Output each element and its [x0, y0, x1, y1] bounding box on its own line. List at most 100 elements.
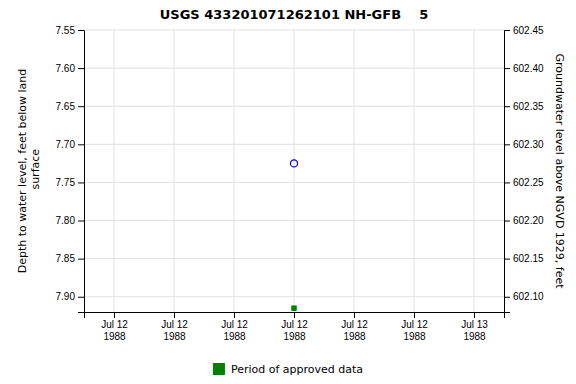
y2-tick: 602.25 [504, 177, 544, 188]
y-axis-title-line: Depth to water level, feet below land [16, 69, 29, 274]
grid-line-x [474, 30, 475, 312]
y-axis-line [78, 31, 85, 313]
y-tick: 7.75 [56, 177, 84, 188]
grid-line-y [84, 144, 504, 145]
y-tick-mark [78, 144, 84, 145]
y2-tick-mark [504, 221, 510, 222]
x-tick: Jul 121988 [281, 312, 308, 342]
x-axis: Jul 121988Jul 121988Jul 121988Jul 121988… [85, 312, 505, 342]
x-tick-label: Jul 121988 [401, 319, 428, 342]
x-axis-line [85, 313, 505, 319]
x-tick-mark [414, 312, 415, 318]
x-tick-label-line: 1988 [463, 331, 486, 342]
y-axis-title: Depth to water level, feet below land su… [16, 69, 42, 274]
y-tick-mark [78, 221, 84, 222]
x-tick-label: Jul 121988 [281, 319, 308, 342]
y2-tick-label: 602.35 [513, 101, 544, 112]
y-axis: 7.55 7.60 7.65 7.70 7.75 7.80 7.85 7.90 [56, 25, 85, 313]
x-tick-label: Jul 121988 [161, 319, 188, 342]
legend: Period of approved data [213, 363, 363, 376]
plot: Jul 121988Jul 121988Jul 121988Jul 121988… [16, 25, 566, 342]
y2-tick: 602.45 [504, 25, 544, 36]
x-tick-label: Jul 121988 [341, 319, 368, 342]
grid-line-y [84, 296, 504, 297]
legend-item: Period of approved data [213, 363, 363, 376]
y2-tick-mark [504, 182, 510, 183]
x-tick: Jul 121988 [341, 312, 368, 342]
x-tick-label: Jul 131988 [461, 319, 488, 342]
y2-tick: 602.15 [504, 253, 544, 264]
x-tick-label-line: Jul 12 [161, 319, 188, 330]
x-tick-mark [114, 312, 115, 318]
x-tick-label-line: Jul 12 [101, 319, 128, 330]
x-tick-label-line: 1988 [223, 331, 246, 342]
grid-line-x [354, 30, 355, 312]
y-tick-label: 7.75 [56, 177, 76, 188]
grid-line-x [414, 30, 415, 312]
x-tick-mark [354, 312, 355, 318]
x-tick-mark [234, 312, 235, 318]
x-tick-label: Jul 121988 [221, 319, 248, 342]
y-tick-mark [78, 182, 84, 183]
y-tick-label: 7.55 [56, 25, 76, 36]
grid-line-x [234, 30, 235, 312]
grid-line-x [174, 30, 175, 312]
x-tick-label-line: 1988 [103, 331, 126, 342]
legend-label: Period of approved data [231, 363, 363, 376]
x-tick-label-line: Jul 12 [221, 319, 248, 330]
point [291, 305, 296, 310]
y2-tick-label: 602.40 [513, 63, 544, 74]
y2-tick: 602.35 [504, 101, 544, 112]
y2-tick-mark [504, 297, 510, 298]
y-tick-label: 7.80 [56, 215, 76, 226]
y2-tick-label: 602.25 [513, 177, 544, 188]
y2-axis-title-line: Groundwater level above NGVD 1929, feet [553, 53, 566, 289]
grid-line-y [84, 30, 504, 31]
y-tick-label: 7.70 [56, 139, 76, 150]
y-tick-mark [78, 68, 84, 69]
x-tick: Jul 121988 [161, 312, 188, 342]
grid-line-y [84, 258, 504, 259]
x-tick-label-line: 1988 [403, 331, 426, 342]
y2-tick-label: 602.15 [513, 253, 544, 264]
x-tick-mark [174, 312, 175, 318]
y-tick: 7.80 [56, 215, 84, 226]
y2-tick-label: 602.20 [513, 215, 544, 226]
y-tick-mark [78, 297, 84, 298]
x-tick: Jul 121988 [401, 312, 428, 342]
y-tick-label: 7.60 [56, 63, 76, 74]
title: USGS 433201071262101 NH-GFB 5 [160, 7, 428, 22]
y2-axis: 602.45 602.40 602.35 602.30 602.25 602.20 602.… [504, 25, 544, 313]
y2-axis-line [505, 31, 511, 313]
x-tick-label: Jul 121988 [101, 319, 128, 342]
legend-swatch [213, 363, 225, 375]
grid-line-x [294, 30, 295, 312]
y2-tick: 602.10 [504, 291, 544, 302]
y-tick-label: 7.85 [56, 253, 76, 264]
y2-tick-mark [504, 68, 510, 69]
y2-tick: 602.30 [504, 139, 544, 150]
y-tick-label: 7.65 [56, 101, 76, 112]
grid [84, 30, 504, 312]
y-tick: 7.70 [56, 139, 84, 150]
x-tick-mark [294, 312, 295, 318]
x-tick: Jul 121988 [221, 312, 248, 342]
grid-line-x [114, 30, 115, 312]
y-axis-title-line: surface [29, 149, 42, 193]
y-tick: 7.90 [56, 291, 84, 302]
y2-tick-label: 602.45 [513, 25, 544, 36]
y-tick-mark [78, 259, 84, 260]
y2-tick-mark [504, 259, 510, 260]
x-tick-label-line: 1988 [343, 331, 366, 342]
y-tick: 7.65 [56, 101, 84, 112]
y2-tick: 602.20 [504, 215, 544, 226]
x-tick-label-line: 1988 [163, 331, 186, 342]
y-tick-mark [78, 30, 84, 31]
y2-tick-label: 602.30 [513, 139, 544, 150]
chart: Jul 121988Jul 121988Jul 121988Jul 121988… [0, 0, 576, 384]
x-tick-label-line: Jul 12 [281, 319, 308, 330]
x-tick: Jul 121988 [101, 312, 128, 342]
y-tick: 7.60 [56, 63, 84, 74]
y-tick: 7.85 [56, 253, 84, 264]
x-tick-label-line: Jul 12 [341, 319, 368, 330]
